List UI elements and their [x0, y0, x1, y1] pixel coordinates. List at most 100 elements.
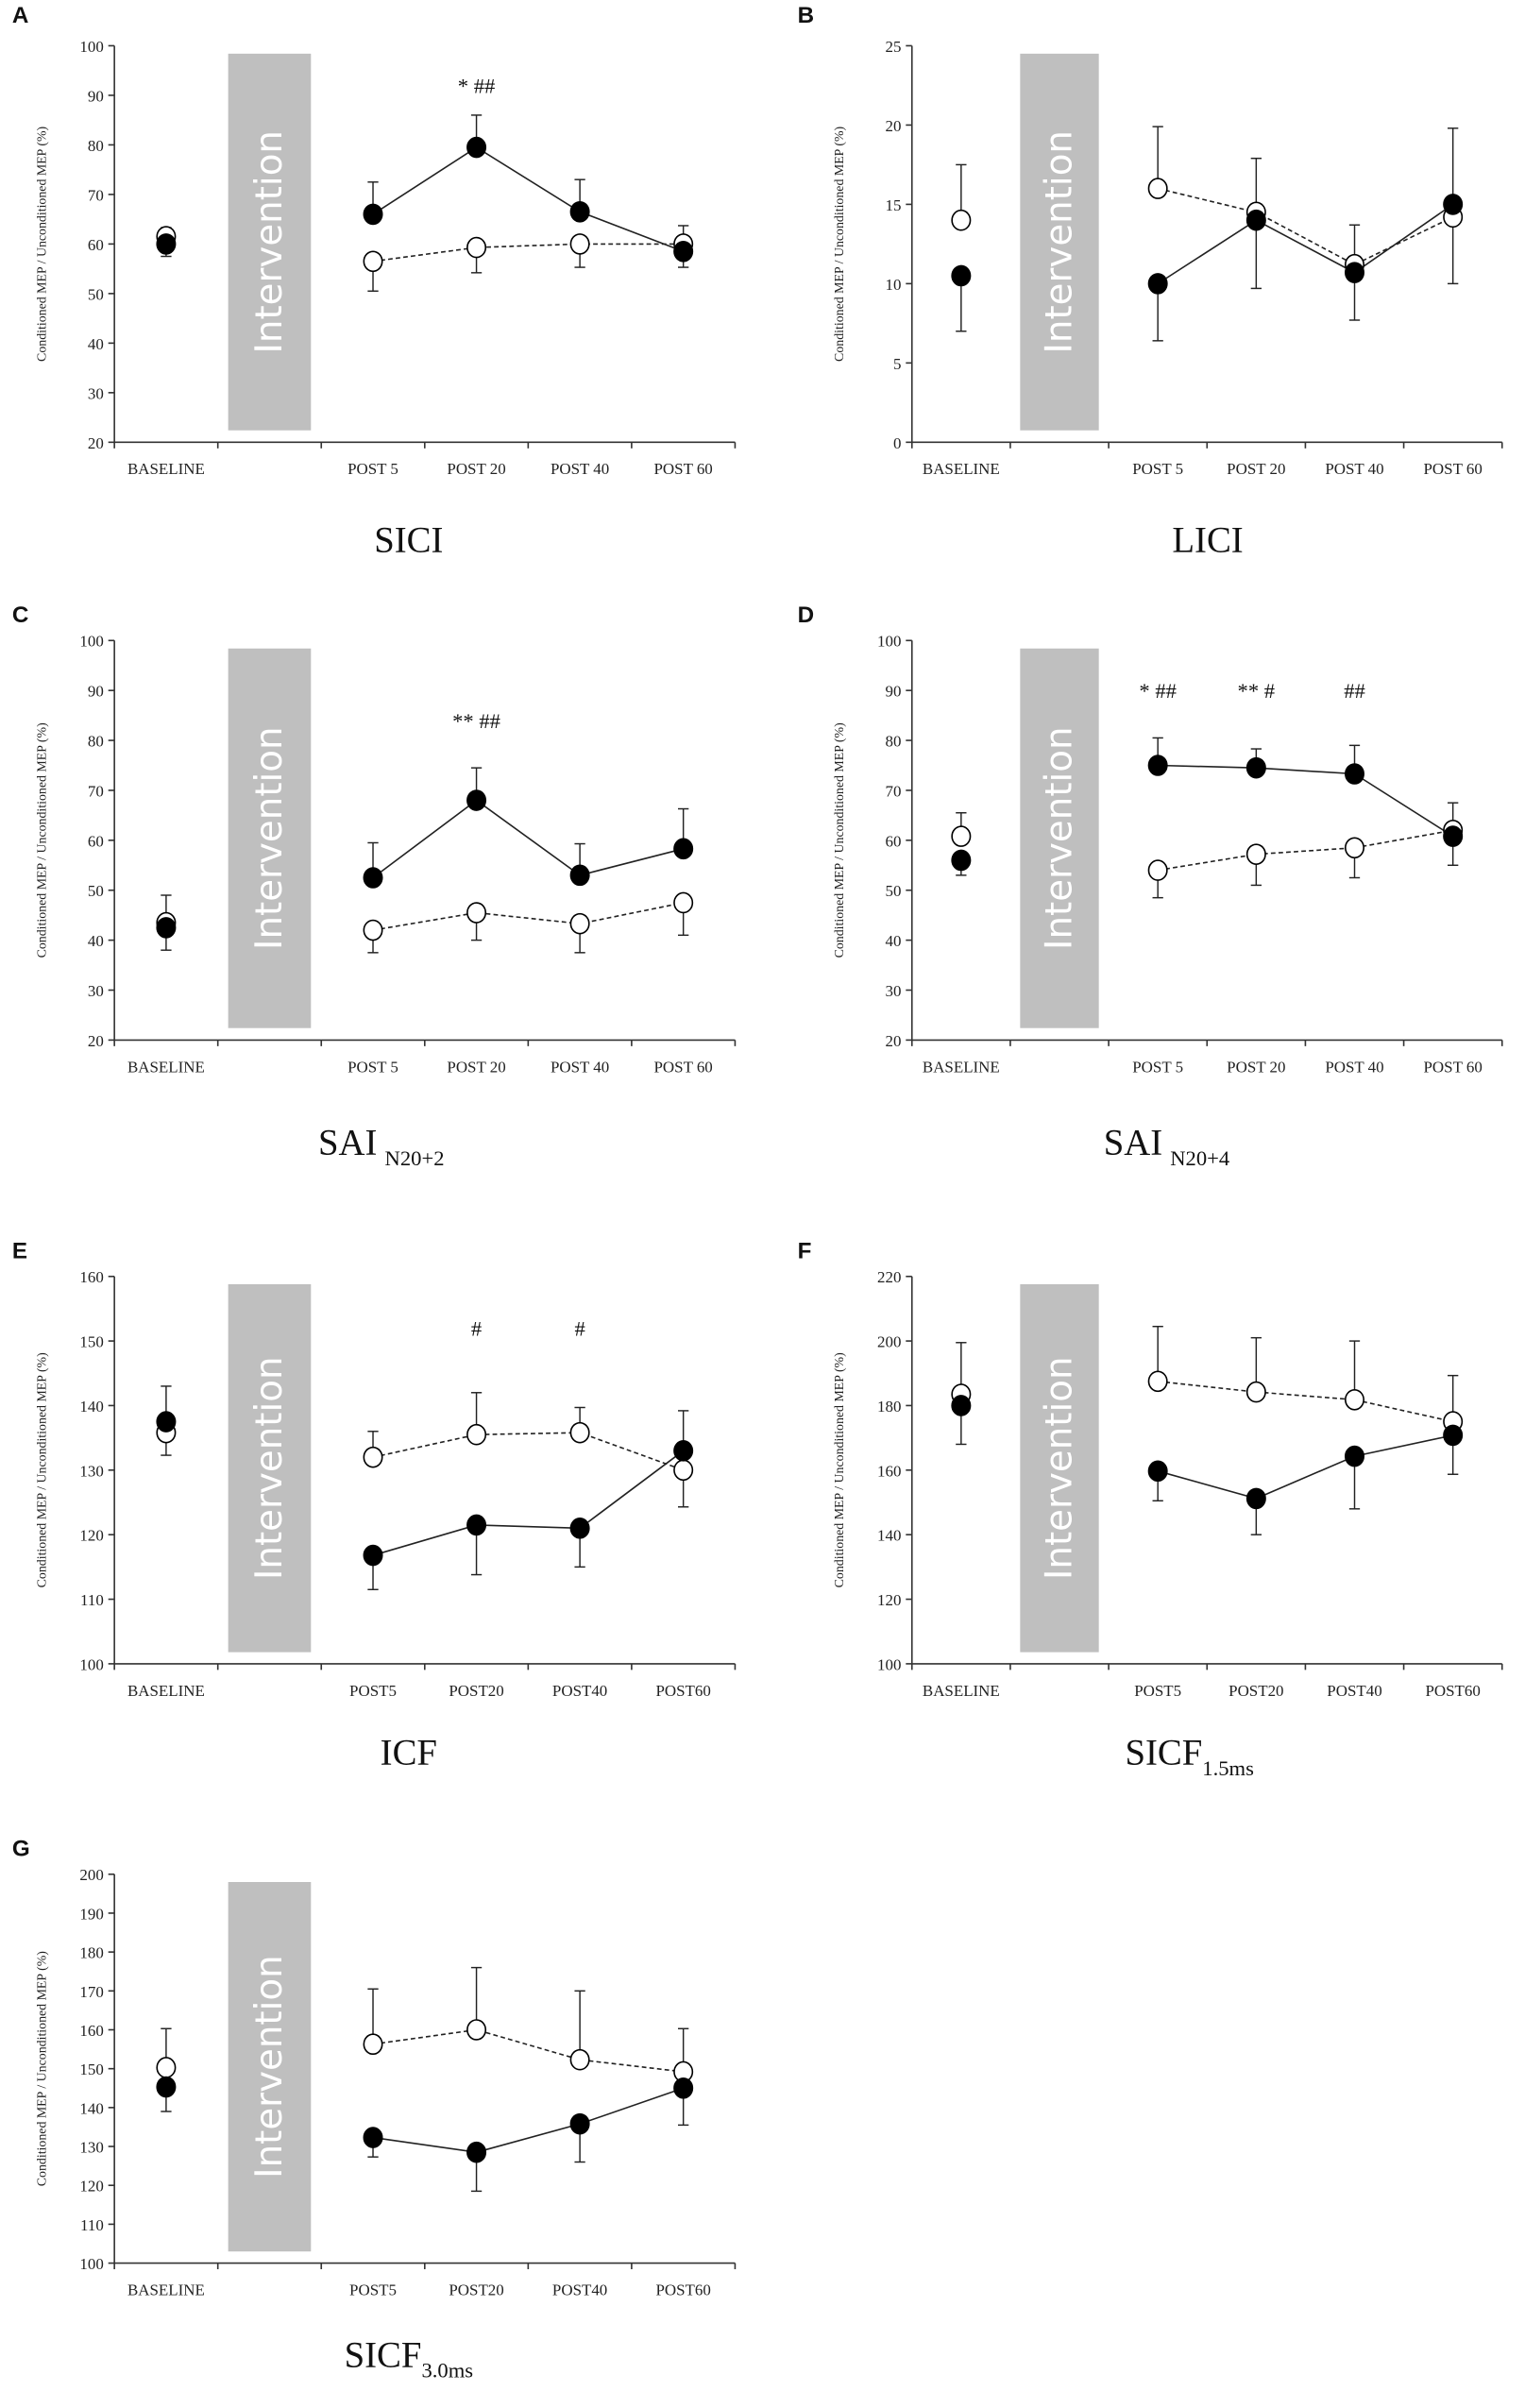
data-point-filled — [466, 789, 487, 811]
x-tick-label: POST 40 — [1325, 460, 1383, 478]
panel-letter: G — [12, 1836, 30, 1861]
data-point-open — [363, 1446, 383, 1468]
data-point-filled — [1147, 273, 1168, 295]
data-point-open — [951, 825, 972, 847]
y-tick-label: 160 — [877, 1462, 901, 1480]
series-line-open — [1158, 1381, 1453, 1423]
x-tick-label: POST 40 — [1325, 1058, 1383, 1076]
significance-annotation: ## — [1344, 679, 1365, 703]
data-point-filled — [951, 1395, 972, 1416]
series-line-open — [372, 902, 684, 931]
x-tick-label: BASELINE — [923, 460, 1000, 478]
data-point-filled — [363, 1544, 383, 1567]
y-tick-label: 80 — [886, 733, 902, 751]
x-tick-label: POST60 — [1425, 1682, 1480, 1700]
significance-annotation: ** ## — [452, 709, 500, 733]
y-tick-label: 20 — [88, 1032, 104, 1050]
data-point-filled — [156, 917, 177, 939]
data-point-open — [363, 250, 383, 273]
y-tick-label: 150 — [79, 1333, 103, 1351]
y-tick-label: 90 — [88, 683, 104, 701]
y-axis-label: Conditioned MEP / Unconditioned MEP (%) — [35, 722, 49, 958]
x-tick-label: POST 60 — [1424, 1058, 1483, 1076]
intervention-bar — [228, 1283, 312, 1653]
chart-title-subscript: N20+4 — [1170, 1146, 1229, 1170]
data-point-open — [466, 236, 487, 259]
intervention-bar — [228, 648, 312, 1028]
panel-E: E Intervention 100 110 120 130 140 150 160 BASELI… — [12, 1238, 737, 1772]
x-tick-label: POST 5 — [347, 460, 398, 478]
significance-annotation: * ## — [458, 75, 496, 98]
panel-A: A Intervention 20 30 40 50 60 70 80 90 100 BASELINE… — [12, 3, 737, 561]
data-point-open — [1147, 859, 1168, 881]
y-tick-label: 190 — [79, 1905, 103, 1923]
x-tick-label: POST20 — [449, 1682, 503, 1700]
chart-title: LICI — [1172, 520, 1243, 561]
y-axis-label: Conditioned MEP / Unconditioned MEP (%) — [35, 1951, 49, 2186]
y-tick-label: 120 — [79, 1527, 103, 1545]
chart-title-subscript: 3.0ms — [421, 2359, 473, 2383]
intervention-label: Intervention — [248, 1955, 291, 2179]
x-tick-label: POST5 — [1134, 1682, 1181, 1700]
data-point-filled — [673, 1439, 694, 1462]
panel-letter: C — [12, 602, 29, 628]
data-point-filled — [466, 136, 487, 159]
x-tick-label: POST40 — [1327, 1682, 1381, 1700]
data-point-filled — [363, 867, 383, 889]
data-point-open — [569, 912, 590, 935]
data-point-filled — [1147, 1460, 1168, 1483]
series-line-open — [372, 2028, 684, 2073]
y-tick-label: 100 — [79, 633, 103, 651]
y-tick-label: 120 — [79, 2178, 103, 2196]
y-tick-label: 60 — [886, 832, 902, 850]
y-tick-label: 100 — [79, 1655, 103, 1673]
y-tick-label: 20 — [886, 1032, 902, 1050]
y-axis-label: Conditioned MEP / Unconditioned MEP (%) — [35, 126, 49, 361]
y-tick-label: 70 — [886, 782, 902, 800]
data-point-filled — [1245, 756, 1266, 779]
data-point-filled — [156, 1411, 177, 1433]
y-tick-label: 5 — [893, 355, 901, 373]
x-tick-label: POST60 — [655, 2281, 710, 2298]
y-tick-label: 200 — [877, 1333, 901, 1351]
data-point-open — [1245, 1381, 1266, 1403]
data-point-filled — [466, 2141, 487, 2163]
data-point-filled — [673, 240, 694, 263]
data-point-filled — [569, 2112, 590, 2135]
data-point-filled — [951, 849, 972, 872]
y-tick-label: 20 — [88, 434, 104, 452]
significance-annotation: # — [574, 1316, 585, 1340]
data-point-open — [673, 1459, 694, 1482]
x-tick-label: POST 20 — [1227, 460, 1285, 478]
y-axis-label: Conditioned MEP / Unconditioned MEP (%) — [833, 1352, 847, 1587]
data-point-open — [363, 2033, 383, 2056]
chart-title: SAI N20+4 — [1104, 1123, 1229, 1170]
data-point-open — [951, 209, 972, 231]
series-line-open — [1158, 829, 1453, 872]
x-tick-label: POST 40 — [551, 1058, 609, 1076]
y-tick-label: 0 — [893, 434, 901, 452]
series-line-open — [372, 1432, 684, 1471]
panel-letter: E — [12, 1238, 27, 1263]
data-point-filled — [1443, 194, 1464, 215]
x-tick-label: POST 60 — [1424, 460, 1483, 478]
intervention-label: Intervention — [248, 1356, 291, 1580]
intervention-bar — [1020, 1283, 1099, 1653]
x-tick-label: POST20 — [1228, 1682, 1283, 1700]
data-point-filled — [569, 200, 590, 223]
data-point-filled — [466, 1514, 487, 1536]
data-point-filled — [1345, 1445, 1364, 1467]
data-point-open — [466, 1423, 487, 1446]
y-tick-label: 70 — [88, 186, 104, 204]
y-tick-label: 90 — [88, 87, 104, 105]
y-tick-label: 200 — [79, 1866, 103, 1884]
data-point-open — [156, 2057, 177, 2078]
intervention-label: Intervention — [1039, 1356, 1081, 1580]
y-tick-label: 180 — [79, 1944, 103, 1962]
data-point-open — [1245, 843, 1266, 865]
intervention-label: Intervention — [1039, 130, 1081, 354]
data-point-filled — [1245, 1487, 1266, 1510]
x-tick-label: POST60 — [655, 1682, 710, 1700]
data-point-filled — [156, 233, 177, 255]
